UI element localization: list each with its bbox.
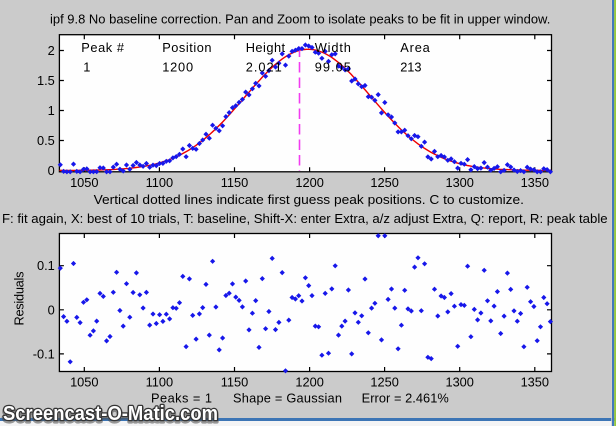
svg-text:Screencast-O-Matic.com: Screencast-O-Matic.com — [3, 402, 218, 425]
svg-text:Vertical dotted lines indicate: Vertical dotted lines indicate first gue… — [94, 192, 524, 207]
svg-text:1300: 1300 — [445, 375, 473, 390]
svg-text:1200: 1200 — [295, 375, 323, 390]
svg-text:2.021: 2.021 — [246, 60, 282, 75]
svg-text:1250: 1250 — [370, 375, 398, 390]
svg-text:1: 1 — [83, 60, 90, 75]
svg-text:1050: 1050 — [70, 175, 98, 190]
svg-text:1350: 1350 — [521, 175, 549, 190]
svg-text:1: 1 — [48, 103, 55, 118]
svg-text:1050: 1050 — [70, 375, 98, 390]
svg-text:Screencast-O-Matic.com: Screencast-O-Matic.com — [3, 402, 218, 425]
svg-text:1100: 1100 — [146, 175, 174, 190]
svg-text:-0.1: -0.1 — [33, 346, 55, 361]
svg-text:0: 0 — [48, 163, 55, 178]
svg-text:1300: 1300 — [445, 175, 473, 190]
svg-text:F: fit again, X: best of 10 tr: F: fit again, X: best of 10 trials, T: b… — [2, 211, 608, 226]
svg-text:1.5: 1.5 — [37, 73, 55, 88]
svg-text:1350: 1350 — [521, 375, 549, 390]
svg-text:Width: Width — [315, 40, 351, 55]
svg-text:Peaks = 1: Peaks = 1 — [151, 391, 212, 406]
svg-text:1200: 1200 — [162, 60, 193, 75]
svg-text:1100: 1100 — [146, 375, 174, 390]
svg-text:Screencast-O-Matic.com: Screencast-O-Matic.com — [3, 403, 218, 426]
svg-text:Error = 2.461%: Error = 2.461% — [362, 391, 449, 406]
svg-text:1250: 1250 — [370, 175, 398, 190]
svg-text:Height: Height — [246, 40, 286, 55]
svg-text:0: 0 — [48, 302, 55, 317]
svg-text:Position: Position — [162, 40, 211, 55]
svg-text:Residuals: Residuals — [12, 272, 27, 326]
svg-text:0.5: 0.5 — [37, 133, 55, 148]
svg-text:Area: Area — [400, 40, 430, 55]
svg-text:Shape = Gaussian: Shape = Gaussian — [233, 391, 342, 406]
svg-text:0.1: 0.1 — [37, 258, 55, 273]
svg-text:2: 2 — [48, 43, 55, 58]
svg-text:ipf 9.8 No baseline correction: ipf 9.8 No baseline correction. Pan and … — [50, 11, 550, 26]
svg-text:1150: 1150 — [221, 175, 249, 190]
svg-text:1150: 1150 — [221, 375, 249, 390]
svg-text:99.05: 99.05 — [315, 60, 351, 75]
svg-text:1200: 1200 — [295, 175, 323, 190]
svg-text:Peak #: Peak # — [81, 40, 125, 55]
svg-text:213: 213 — [400, 60, 421, 75]
